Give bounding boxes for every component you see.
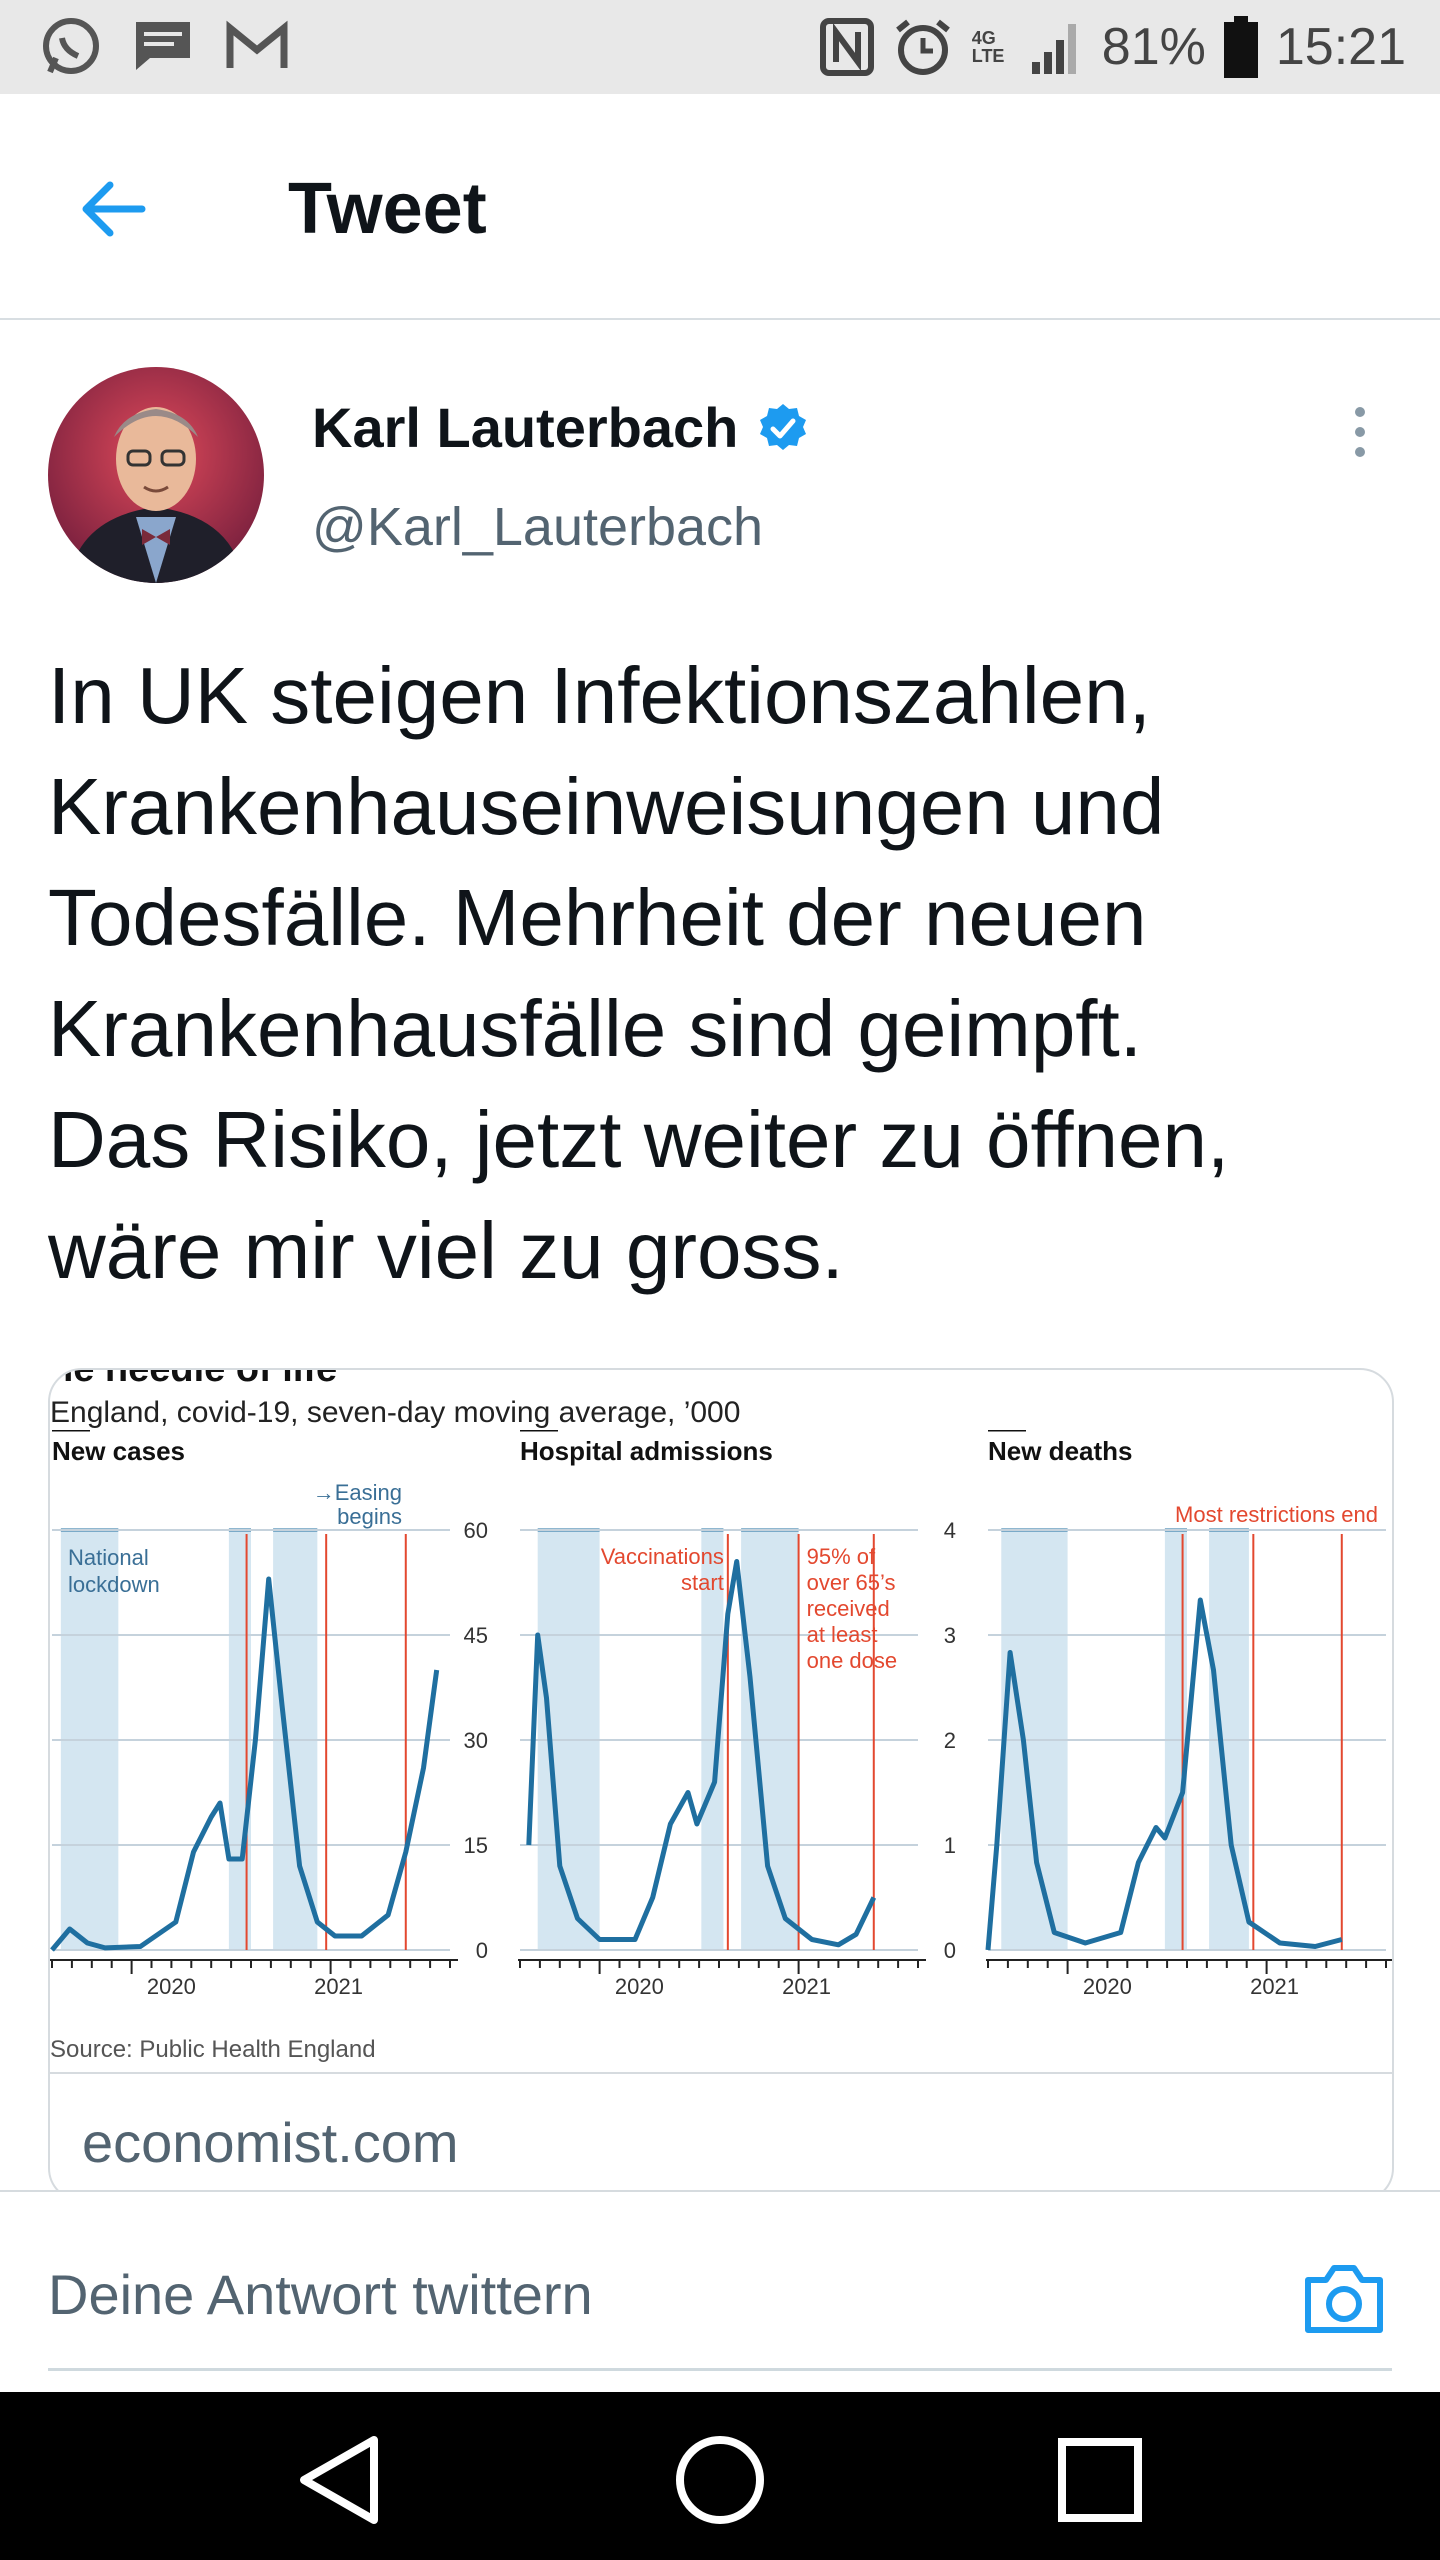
verified-badge-icon [760, 403, 807, 450]
annotation-label: at least [807, 1622, 878, 1647]
x-tick-label: 2021 [782, 1974, 831, 1999]
page-title: Tweet [288, 169, 487, 249]
tweet-text: In UK steigen Infektionszahlen, Krankenh… [48, 640, 1388, 1306]
annotation-label: over 65’s [807, 1570, 896, 1595]
author-name: Karl Lauterbach [312, 396, 739, 459]
y-tick-label: 15 [464, 1833, 488, 1858]
annotation-label: Vaccinations [601, 1544, 724, 1569]
tweet-text-line: wäre mir viel zu gross. [48, 1206, 844, 1295]
panel-title: New deaths [988, 1436, 1133, 1466]
y-tick-label: 0 [944, 1938, 956, 1963]
battery-percent: 81% [1101, 18, 1206, 76]
tweet-text-line: Todesfälle. Mehrheit der neuen [48, 873, 1147, 962]
card-image: he needle of life England, covid-19, sev… [50, 1370, 1392, 2074]
y-tick-label: 4 [944, 1518, 956, 1543]
y-tick-label: 30 [464, 1728, 488, 1753]
figure-subtitle: England, covid-19, seven-day moving aver… [50, 1396, 741, 1429]
panel-title: Hospital admissions [520, 1436, 773, 1466]
tweet-text-line: Krankenhauseinweisungen und [48, 762, 1165, 851]
camera-icon[interactable] [1302, 2258, 1386, 2336]
y-tick-label: 2 [944, 1728, 956, 1753]
nav-recents-icon[interactable] [1050, 2430, 1150, 2530]
avatar-image [48, 367, 264, 583]
system-nav-bar [0, 2392, 1440, 2560]
alarm-icon [895, 19, 950, 75]
y-tick-label: 3 [944, 1623, 956, 1648]
y-tick-label: 0 [476, 1938, 488, 1963]
reply-underline [48, 2368, 1392, 2371]
message-icon [136, 22, 190, 70]
annotation-label: lockdown [68, 1572, 160, 1597]
back-arrow-icon[interactable] [78, 174, 148, 244]
y-tick-label: 45 [464, 1623, 488, 1648]
nav-back-icon[interactable] [290, 2430, 390, 2530]
avatar[interactable] [48, 367, 264, 583]
annotation-label: 95% of [807, 1544, 876, 1569]
author-handle[interactable]: @Karl_Lauterbach [312, 497, 764, 557]
nfc-icon [819, 18, 874, 76]
gmail-icon [226, 20, 288, 68]
link-card[interactable]: he needle of life England, covid-19, sev… [48, 1368, 1394, 2202]
x-tick-label: 2020 [615, 1974, 664, 1999]
figure-source: Source: Public Health England [50, 2036, 376, 2063]
x-tick-label: 2020 [147, 1974, 196, 1999]
tweet-text-line: In UK steigen Infektionszahlen, [48, 651, 1151, 740]
x-tick-label: 2021 [314, 1974, 363, 1999]
annotation-label: begins [337, 1504, 402, 1529]
network-label: 4G LTE [971, 28, 1005, 66]
annotation-label: →Easing [313, 1480, 402, 1505]
nav-home-icon[interactable] [670, 2430, 770, 2530]
clock: 15:21 [1275, 18, 1406, 76]
x-tick-label: 2020 [1083, 1974, 1132, 1999]
annotation-label: National [68, 1545, 149, 1570]
series-line [526, 1559, 877, 1948]
annotation-label: one dose [807, 1648, 898, 1673]
y-tick-label: 1 [944, 1833, 956, 1858]
annotation-label: received [807, 1596, 890, 1621]
status-bar: 4G LTE 81% 15:21 [0, 0, 1440, 94]
x-tick-label: 2021 [1250, 1974, 1299, 1999]
battery-icon [1223, 16, 1258, 78]
series-line [985, 1597, 1343, 1951]
top-app-bar: Tweet [0, 94, 1440, 320]
annotation-label: start [681, 1570, 724, 1595]
author-name-row[interactable]: Karl Lauterbach [312, 395, 810, 460]
more-options-icon[interactable] [1340, 400, 1380, 470]
tweet-text-line: Krankenhausfälle sind geimpft. [48, 984, 1142, 1073]
figure-title: he needle of life [50, 1368, 338, 1390]
card-domain: economist.com [82, 2111, 459, 2174]
y-tick-label: 60 [464, 1518, 488, 1543]
tweet-text-line: Das Risiko, jetzt weiter zu öffnen, [48, 1095, 1230, 1184]
reply-bar: Deine Antwort twittern [0, 2190, 1440, 2392]
panel-title: New cases [52, 1436, 185, 1466]
series-line [50, 1576, 440, 1952]
annotation-label: Most restrictions end [1175, 1502, 1378, 1527]
signal-icon [1031, 24, 1076, 74]
reply-input[interactable]: Deine Antwort twittern [48, 2263, 593, 2326]
whatsapp-icon [43, 18, 99, 74]
